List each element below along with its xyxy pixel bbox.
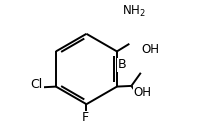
Text: NH$_2$: NH$_2$ [122, 4, 146, 19]
Text: B: B [118, 58, 126, 71]
Text: Cl: Cl [31, 78, 43, 91]
Text: OH: OH [133, 86, 151, 99]
Text: OH: OH [142, 43, 160, 56]
Text: F: F [82, 112, 89, 124]
